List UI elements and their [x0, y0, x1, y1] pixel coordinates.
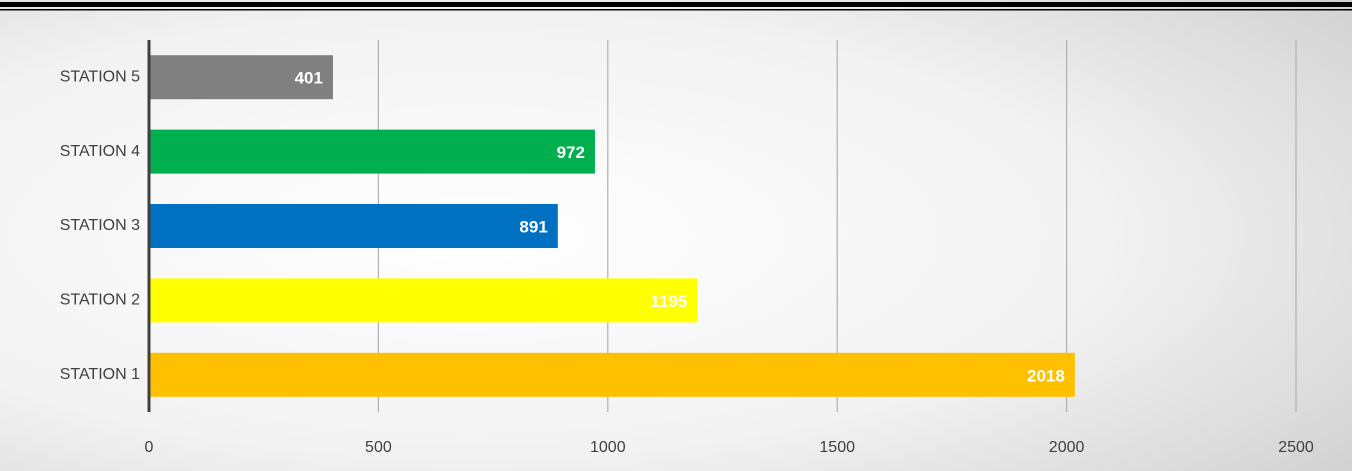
y-tick-label: STATION 4 [60, 143, 140, 160]
bar [149, 352, 1075, 397]
bar [149, 204, 558, 248]
bar [149, 55, 333, 100]
data-label: 1195 [650, 292, 687, 311]
x-tick-label: 1500 [819, 439, 855, 456]
y-tick-label: STATION 3 [60, 217, 140, 234]
y-tick-label: STATION 2 [60, 292, 140, 309]
x-tick-label: 1000 [590, 439, 626, 456]
x-tick-label: 2500 [1278, 439, 1314, 456]
top-border [0, 2, 1352, 7]
bar [149, 129, 595, 174]
data-label: 972 [557, 143, 585, 162]
x-tick-label: 2000 [1049, 439, 1085, 456]
x-tick-label: 0 [145, 439, 154, 456]
y-tick-label: STATION 5 [60, 68, 140, 85]
data-label: 401 [295, 69, 323, 88]
y-tick-label: STATION 1 [60, 366, 140, 383]
top-border-thin [0, 9, 1352, 11]
bar [149, 278, 698, 323]
data-label: 2018 [1027, 366, 1065, 385]
data-label: 891 [519, 217, 547, 236]
x-tick-label: 500 [365, 439, 392, 456]
